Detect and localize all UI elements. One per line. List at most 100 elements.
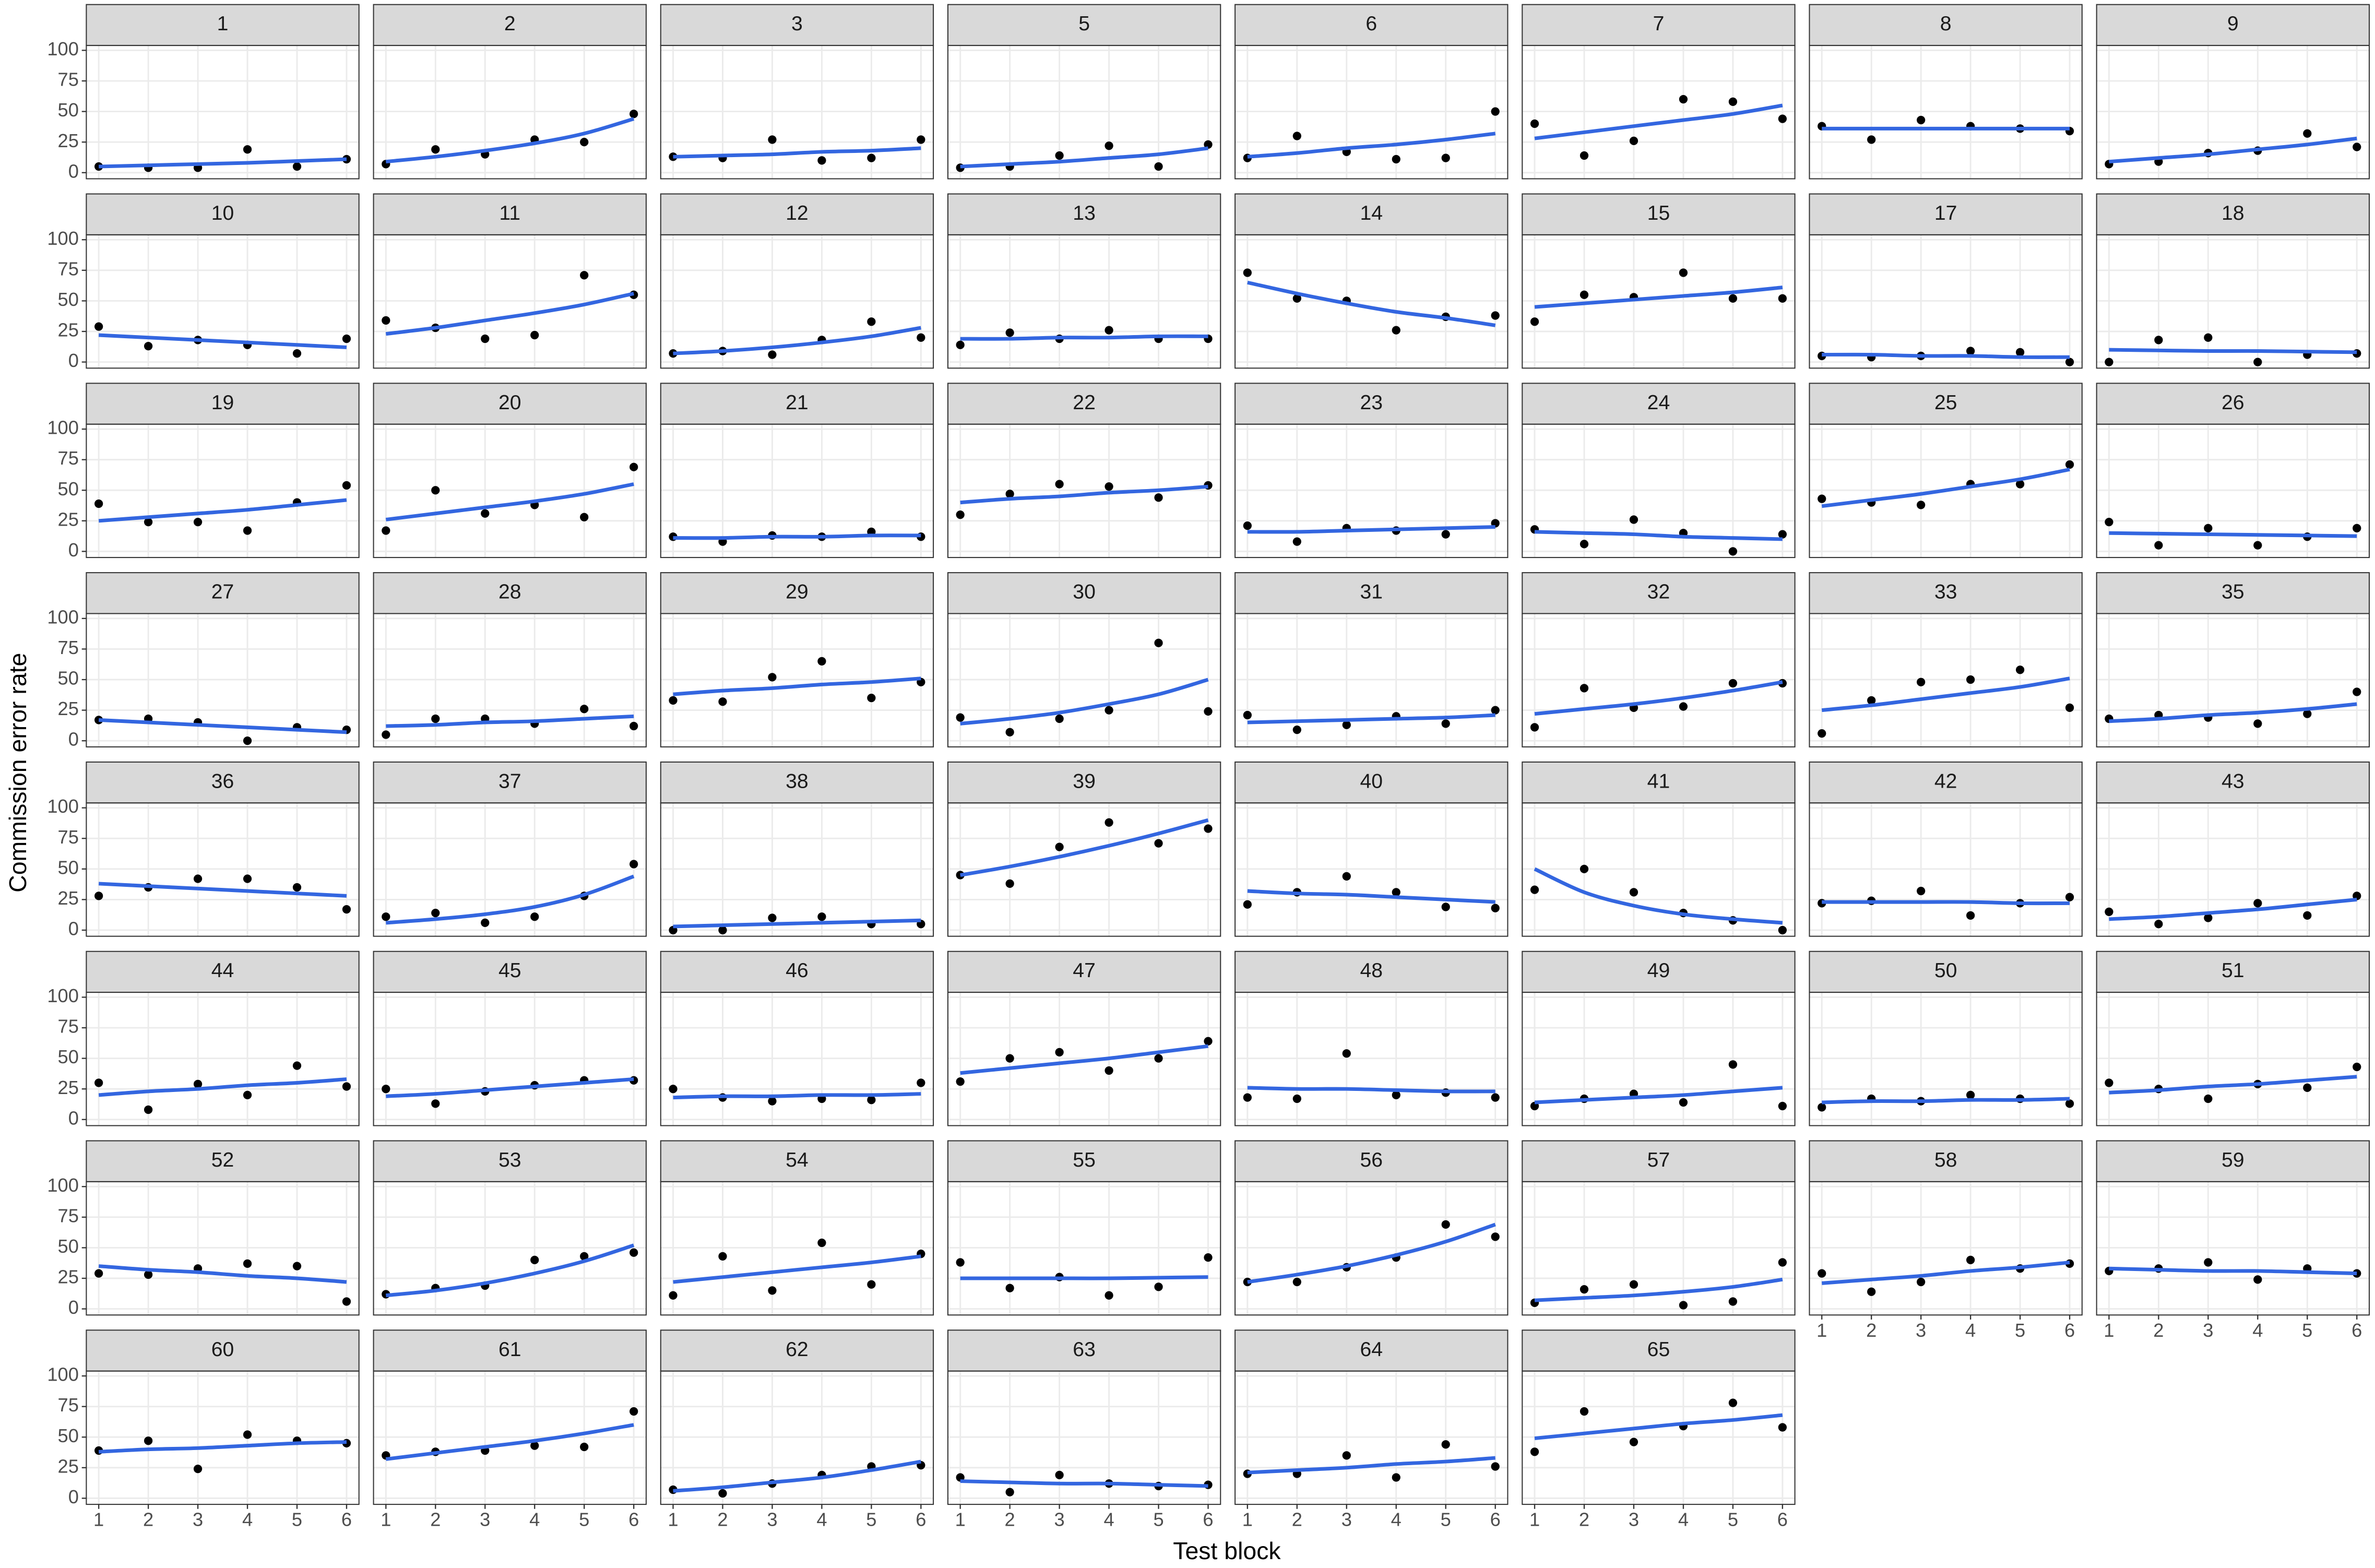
strip-label: 56 xyxy=(1360,1149,1383,1171)
strip xyxy=(2096,193,2370,235)
data-point xyxy=(530,912,539,921)
panel: 32 xyxy=(1522,572,1796,747)
data-point xyxy=(817,912,826,921)
panel-border xyxy=(86,234,360,369)
strip xyxy=(86,761,360,804)
data-point xyxy=(342,1297,351,1306)
panel-border xyxy=(1234,234,1509,369)
panel: 43 xyxy=(2096,761,2370,937)
data-point xyxy=(1580,1407,1589,1416)
data-point xyxy=(956,340,965,349)
data-point xyxy=(1055,842,1064,851)
fit-line xyxy=(1247,525,1495,534)
panel: 51 xyxy=(2096,951,2370,1126)
data-point xyxy=(1917,886,1926,896)
data-point xyxy=(1778,1258,1787,1267)
panel-border xyxy=(1234,613,1509,747)
y-tick-label: 0 xyxy=(68,1297,79,1318)
panel-border xyxy=(373,992,647,1126)
strip xyxy=(947,193,1221,235)
panel: 53 xyxy=(373,1140,647,1316)
data-point xyxy=(1966,347,1975,355)
data-point xyxy=(1105,818,1113,827)
strip xyxy=(947,572,1221,614)
data-point xyxy=(1728,547,1738,556)
y-tick-label: 100 xyxy=(47,795,79,817)
data-point xyxy=(1342,1451,1351,1460)
fit-line xyxy=(1534,103,1783,140)
strip-label: 48 xyxy=(1360,959,1383,982)
data-point xyxy=(243,1430,252,1439)
data-point xyxy=(2154,336,2163,345)
x-tick-label: 4 xyxy=(1391,1509,1402,1530)
panel-border xyxy=(2096,992,2370,1126)
strip-label: 36 xyxy=(211,770,234,792)
x-tick-label: 5 xyxy=(866,1509,876,1530)
data-point xyxy=(1966,1090,1975,1100)
x-tick-label: 2 xyxy=(1005,1509,1015,1530)
panel-border xyxy=(1522,1370,1796,1505)
x-tick-label: 6 xyxy=(628,1509,639,1530)
strip-label: 33 xyxy=(1934,581,1957,603)
data-point xyxy=(1818,1103,1826,1112)
x-tick-label: 2 xyxy=(1866,1320,1877,1341)
panel: 15 xyxy=(1522,193,1796,369)
panel-border xyxy=(947,1370,1221,1505)
panel-border xyxy=(2096,613,2370,747)
panel: 40 xyxy=(1234,761,1509,937)
data-point xyxy=(1292,294,1301,303)
strip-label: 39 xyxy=(1073,770,1096,792)
panel: 50 xyxy=(1809,951,2083,1126)
x-tick-label: 2 xyxy=(143,1509,153,1530)
data-point xyxy=(1580,864,1589,873)
y-tick-label: 75 xyxy=(58,447,79,469)
y-tick-label: 100 xyxy=(47,417,79,438)
data-point xyxy=(1491,1232,1500,1241)
strip xyxy=(86,1329,360,1372)
y-tick-label: 100 xyxy=(47,38,79,60)
x-tick-label: 1 xyxy=(955,1509,966,1530)
data-point xyxy=(2353,524,2361,532)
x-tick-label: 6 xyxy=(1490,1509,1501,1530)
x-tick-label: 6 xyxy=(2064,1320,2075,1341)
data-point xyxy=(2105,518,2113,527)
panel-border xyxy=(1234,1181,1509,1316)
data-point xyxy=(431,714,440,723)
data-point xyxy=(1530,885,1539,894)
panel-border xyxy=(86,1181,360,1316)
fit-line xyxy=(98,1077,347,1097)
strip xyxy=(2096,572,2370,614)
data-point xyxy=(1629,888,1638,897)
x-tick-label: 4 xyxy=(2252,1320,2263,1341)
fit-line xyxy=(960,484,1208,505)
data-point xyxy=(1105,141,1113,150)
fit-line xyxy=(673,918,921,929)
fit-line xyxy=(386,714,634,728)
fit-line xyxy=(98,333,347,349)
y-tick-label: 100 xyxy=(47,1174,79,1196)
data-point xyxy=(768,913,777,922)
strip xyxy=(1522,193,1796,235)
strip-label: 58 xyxy=(1934,1149,1957,1171)
panel-border xyxy=(1522,802,1796,937)
strip-label: 65 xyxy=(1647,1338,1670,1361)
x-tick-label: 3 xyxy=(193,1509,203,1530)
y-tick-label: 0 xyxy=(68,160,79,182)
strip-label: 25 xyxy=(1934,391,1957,414)
data-point xyxy=(1491,904,1500,912)
strip xyxy=(947,4,1221,46)
x-tick-label: 4 xyxy=(529,1509,540,1530)
data-point xyxy=(956,713,965,722)
panel-border xyxy=(373,1370,647,1505)
y-tick-label: 0 xyxy=(68,1486,79,1507)
fit-line xyxy=(960,678,1209,726)
strip xyxy=(1234,383,1509,425)
strip-label: 55 xyxy=(1073,1149,1096,1171)
strip-label: 47 xyxy=(1073,959,1096,982)
x-tick-label: 2 xyxy=(430,1509,441,1530)
panel: 9 xyxy=(2096,4,2370,180)
data-point xyxy=(2204,913,2213,922)
panel-border xyxy=(2096,234,2370,369)
panel-border xyxy=(947,423,1221,559)
x-tick-label: 1 xyxy=(1529,1509,1540,1530)
